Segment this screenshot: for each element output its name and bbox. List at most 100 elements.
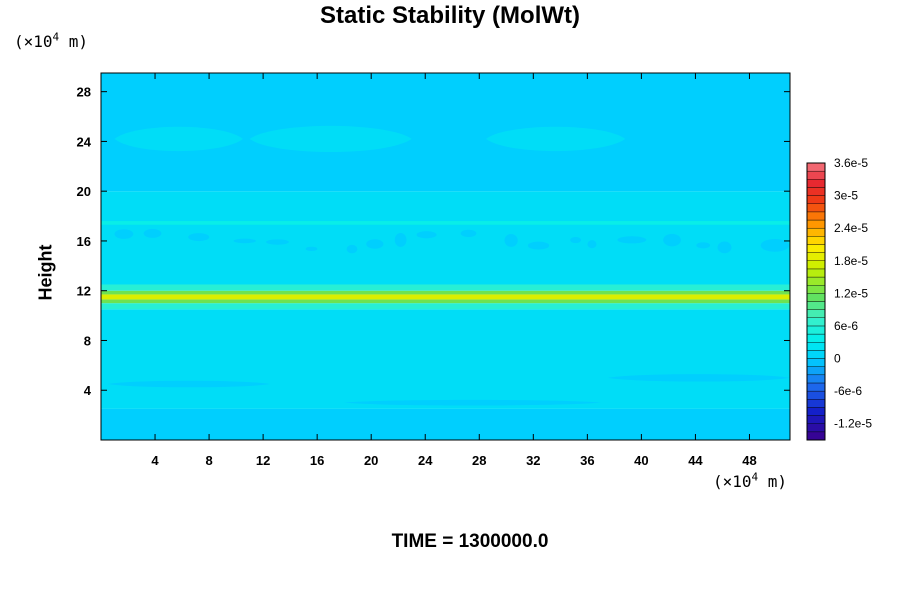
- x-tick-label: 44: [688, 453, 703, 468]
- colorbar-label: -1.2e-5: [834, 417, 872, 431]
- heatmap-patch: [266, 239, 289, 245]
- y-tick-label: 12: [77, 284, 91, 299]
- colorbar-label: 0: [834, 352, 841, 366]
- colorbar-segment: [806, 260, 826, 270]
- heatmap-patch: [233, 238, 256, 244]
- colorbar-segment: [806, 227, 826, 237]
- heatmap-patch: [696, 242, 711, 249]
- colorbar: 3.6e-5 3e-5 2.4e-5 1.8e-5 1.2e-5 6e-6 0 -6e-6 -1…: [806, 156, 872, 441]
- colorbar-segment: [806, 342, 826, 351]
- heatmap-band: [101, 303, 790, 310]
- x-tick-label: 40: [634, 453, 648, 468]
- heatmap-lens: [486, 126, 626, 152]
- heatmap-patch: [587, 240, 597, 249]
- colorbar-frame: [806, 162, 826, 441]
- heatmap-band: [101, 294, 790, 300]
- colorbar-segment: [806, 276, 826, 286]
- x-axis-unit: (×104 m): [713, 472, 787, 491]
- heatmap-patch: [366, 239, 384, 249]
- heatmap-patch: [504, 233, 518, 247]
- colorbar-label: 3.6e-5: [834, 156, 868, 170]
- colorbar-segment: [806, 187, 826, 196]
- plot-frame: [100, 72, 791, 441]
- heatmap-band: [101, 290, 790, 295]
- colorbar-segment: [806, 358, 826, 367]
- x-tick-label: 28: [472, 453, 486, 468]
- y-tick-label: 16: [77, 234, 91, 249]
- y-tick-label: 28: [77, 85, 91, 100]
- heatmap-patch: [114, 229, 134, 239]
- colorbar-segment: [806, 244, 826, 253]
- colorbar-segment: [806, 162, 826, 172]
- x-tick-label: 4: [151, 453, 159, 468]
- x-tick-label: 12: [256, 453, 270, 468]
- colorbar-segment: [806, 268, 826, 278]
- heatmap-lens: [114, 126, 243, 152]
- colorbar-label: 6e-6: [834, 319, 858, 333]
- colorbar-segment: [806, 285, 826, 294]
- heatmap-patch: [527, 241, 550, 250]
- heatmap-patch: [416, 231, 437, 239]
- colorbar-segment: [806, 366, 826, 376]
- x-tick-label: 16: [310, 453, 324, 468]
- colorbar-segment: [806, 350, 826, 359]
- y-unit-prefix: (×10: [14, 32, 53, 51]
- x-tick-label: 8: [205, 453, 212, 468]
- colorbar-segment: [806, 423, 826, 433]
- heatmap-patch: [570, 237, 582, 244]
- y-tick-label: 4: [84, 383, 92, 398]
- heatmap-band: [101, 309, 790, 409]
- heatmap-patch: [346, 244, 358, 254]
- colorbar-segment: [806, 293, 826, 302]
- colorbar-segment: [806, 195, 826, 204]
- y-tick-label: 20: [77, 184, 91, 199]
- colorbar-segment: [806, 333, 826, 343]
- heatmap-lens: [107, 380, 270, 388]
- heatmap-patch: [394, 232, 407, 247]
- heatmap-patch: [188, 233, 210, 242]
- colorbar-segment: [806, 382, 826, 392]
- heatmap-patch: [143, 228, 162, 238]
- x-unit-prefix: (×10: [713, 472, 752, 491]
- heatmap-patch: [305, 246, 318, 251]
- x-tick-label: 20: [364, 453, 378, 468]
- x-tick-label: 32: [526, 453, 540, 468]
- colorbar-segment: [806, 374, 826, 384]
- heatmap-patch: [663, 233, 681, 247]
- colorbar-label: 2.4e-5: [834, 221, 868, 235]
- heatmap-patch: [717, 241, 732, 254]
- chart-title: Static Stability (MolWt): [320, 2, 580, 29]
- colorbar-segment: [806, 219, 826, 229]
- y-unit-suffix: m): [59, 32, 89, 51]
- colorbar-segment: [806, 236, 826, 245]
- colorbar-label: 3e-5: [834, 189, 858, 203]
- colorbar-segment: [806, 203, 826, 213]
- heatmap-patch: [617, 236, 647, 244]
- colorbar-segment: [806, 399, 826, 408]
- colorbar-segment: [806, 431, 826, 441]
- time-footer: TIME = 1300000.0: [391, 531, 549, 552]
- heatmap-band: [101, 284, 790, 291]
- y-axis-unit: (×104 m): [14, 32, 88, 51]
- colorbar-segment: [806, 407, 826, 416]
- x-unit-suffix: m): [758, 472, 788, 491]
- colorbar-segment: [806, 317, 826, 327]
- colorbar-segment: [806, 252, 826, 261]
- heatmap-lens: [344, 399, 601, 406]
- colorbar-label: 1.8e-5: [834, 254, 868, 268]
- heatmap-lens: [607, 374, 790, 382]
- y-unit-exponent: 4: [52, 30, 60, 44]
- heatmap-patch: [460, 229, 477, 238]
- y-tick-label: 8: [84, 333, 91, 348]
- colorbar-segment: [806, 309, 826, 318]
- colorbar-label: 1.2e-5: [834, 286, 868, 300]
- heatmap-band: [101, 221, 790, 225]
- x-tick-label: 36: [580, 453, 594, 468]
- colorbar-segment: [806, 301, 826, 310]
- heatmap-lens: [249, 125, 412, 152]
- colorbar-segment: [806, 415, 826, 424]
- colorbar-segment: [806, 390, 826, 400]
- x-tick-label: 48: [742, 453, 756, 468]
- colorbar-segment: [806, 179, 826, 188]
